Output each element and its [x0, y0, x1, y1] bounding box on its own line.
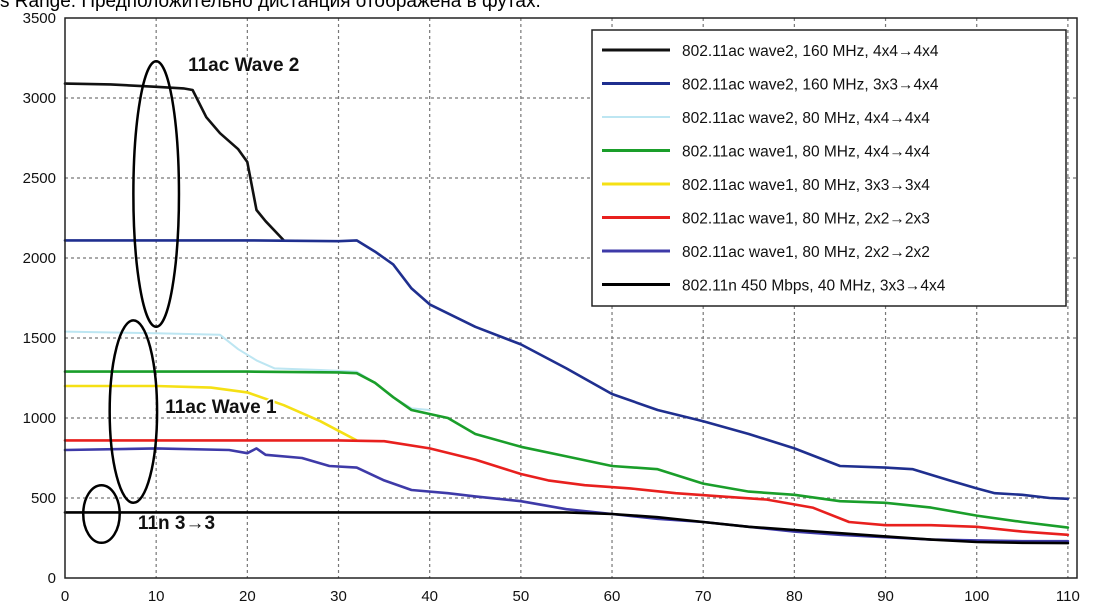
y-axis-ticks: 0 500 1000 1500 2000 2500 3000 3500 — [23, 10, 56, 587]
annotation-label: 11n 3→3 — [138, 513, 215, 534]
x-tick-label: 110 — [1056, 588, 1080, 605]
series-line-1 — [63, 82, 286, 242]
annotations: 11ac Wave 2 11ac Wave 1 11n 3→3 — [81, 53, 301, 545]
legend-entry-label: 802.11ac wave1, 80 MHz, 3x3→3x4 — [682, 177, 930, 194]
annotation-label: 11ac Wave 1 — [165, 397, 277, 418]
legend-entry-label: 802.11ac wave2, 160 MHz, 3x3→4x4 — [682, 77, 939, 94]
legend-entry-label: 802.11ac wave2, 80 MHz, 4x4→4x4 — [682, 110, 930, 127]
x-tick-label: 10 — [148, 588, 165, 605]
page-caption: s Range. Предположительно дистанция отоб… — [0, 0, 541, 12]
annotation-ellipse — [81, 483, 121, 545]
series-line-8 — [63, 511, 1070, 545]
legend-entry-label: 802.11ac wave1, 80 MHz, 2x2→2x3 — [682, 211, 930, 228]
y-tick-label: 1500 — [23, 330, 56, 347]
y-tick-label: 2000 — [23, 250, 56, 267]
legend-entry-label: 802.11ac wave2, 160 MHz, 4x4→4x4 — [682, 43, 939, 60]
annotation-ellipse — [132, 59, 181, 329]
y-tick-label: 3000 — [23, 90, 56, 107]
legend-box — [591, 29, 1067, 307]
x-tick-label: 20 — [239, 588, 256, 605]
y-tick-label: 3500 — [23, 10, 56, 27]
x-tick-label: 30 — [330, 588, 347, 605]
series-line-5 — [63, 384, 359, 442]
x-tick-label: 0 — [61, 588, 69, 605]
y-tick-label: 2500 — [23, 170, 56, 187]
y-tick-label: 500 — [31, 490, 56, 507]
series-line-4 — [63, 370, 1070, 529]
legend-entry-label: 802.11ac wave1, 80 MHz, 4x4→4x4 — [682, 144, 930, 161]
data-lines — [63, 82, 1070, 545]
y-tick-label: 0 — [48, 570, 56, 587]
x-axis-ticks: 0 10 20 30 40 50 60 70 80 90 100 110 — [61, 588, 1080, 605]
series-line-2 — [63, 239, 1070, 501]
chart-legend: 802.11ac wave2, 160 MHz, 4x4→4x4 802.11ac… — [591, 29, 1067, 307]
annotation-label: 11ac Wave 2 — [188, 55, 299, 76]
series-line-6 — [63, 439, 1070, 537]
x-tick-label: 50 — [513, 588, 530, 605]
legend-entry-label: 802.11ac wave1, 80 MHz, 2x2→2x2 — [682, 244, 930, 261]
legend-entry-label: 802.11n 450 Mbps, 40 MHz, 3x3→4x4 — [682, 278, 946, 295]
plot-frame — [64, 17, 1078, 579]
x-tick-label: 70 — [695, 588, 712, 605]
x-tick-label: 40 — [421, 588, 438, 605]
x-tick-label: 60 — [604, 588, 621, 605]
x-tick-label: 80 — [786, 588, 803, 605]
annotation-ellipse — [108, 319, 159, 505]
x-tick-label: 90 — [877, 588, 894, 605]
y-tick-label: 1000 — [23, 410, 56, 427]
grid-lines — [65, 18, 1077, 578]
x-tick-label: 100 — [964, 588, 989, 605]
